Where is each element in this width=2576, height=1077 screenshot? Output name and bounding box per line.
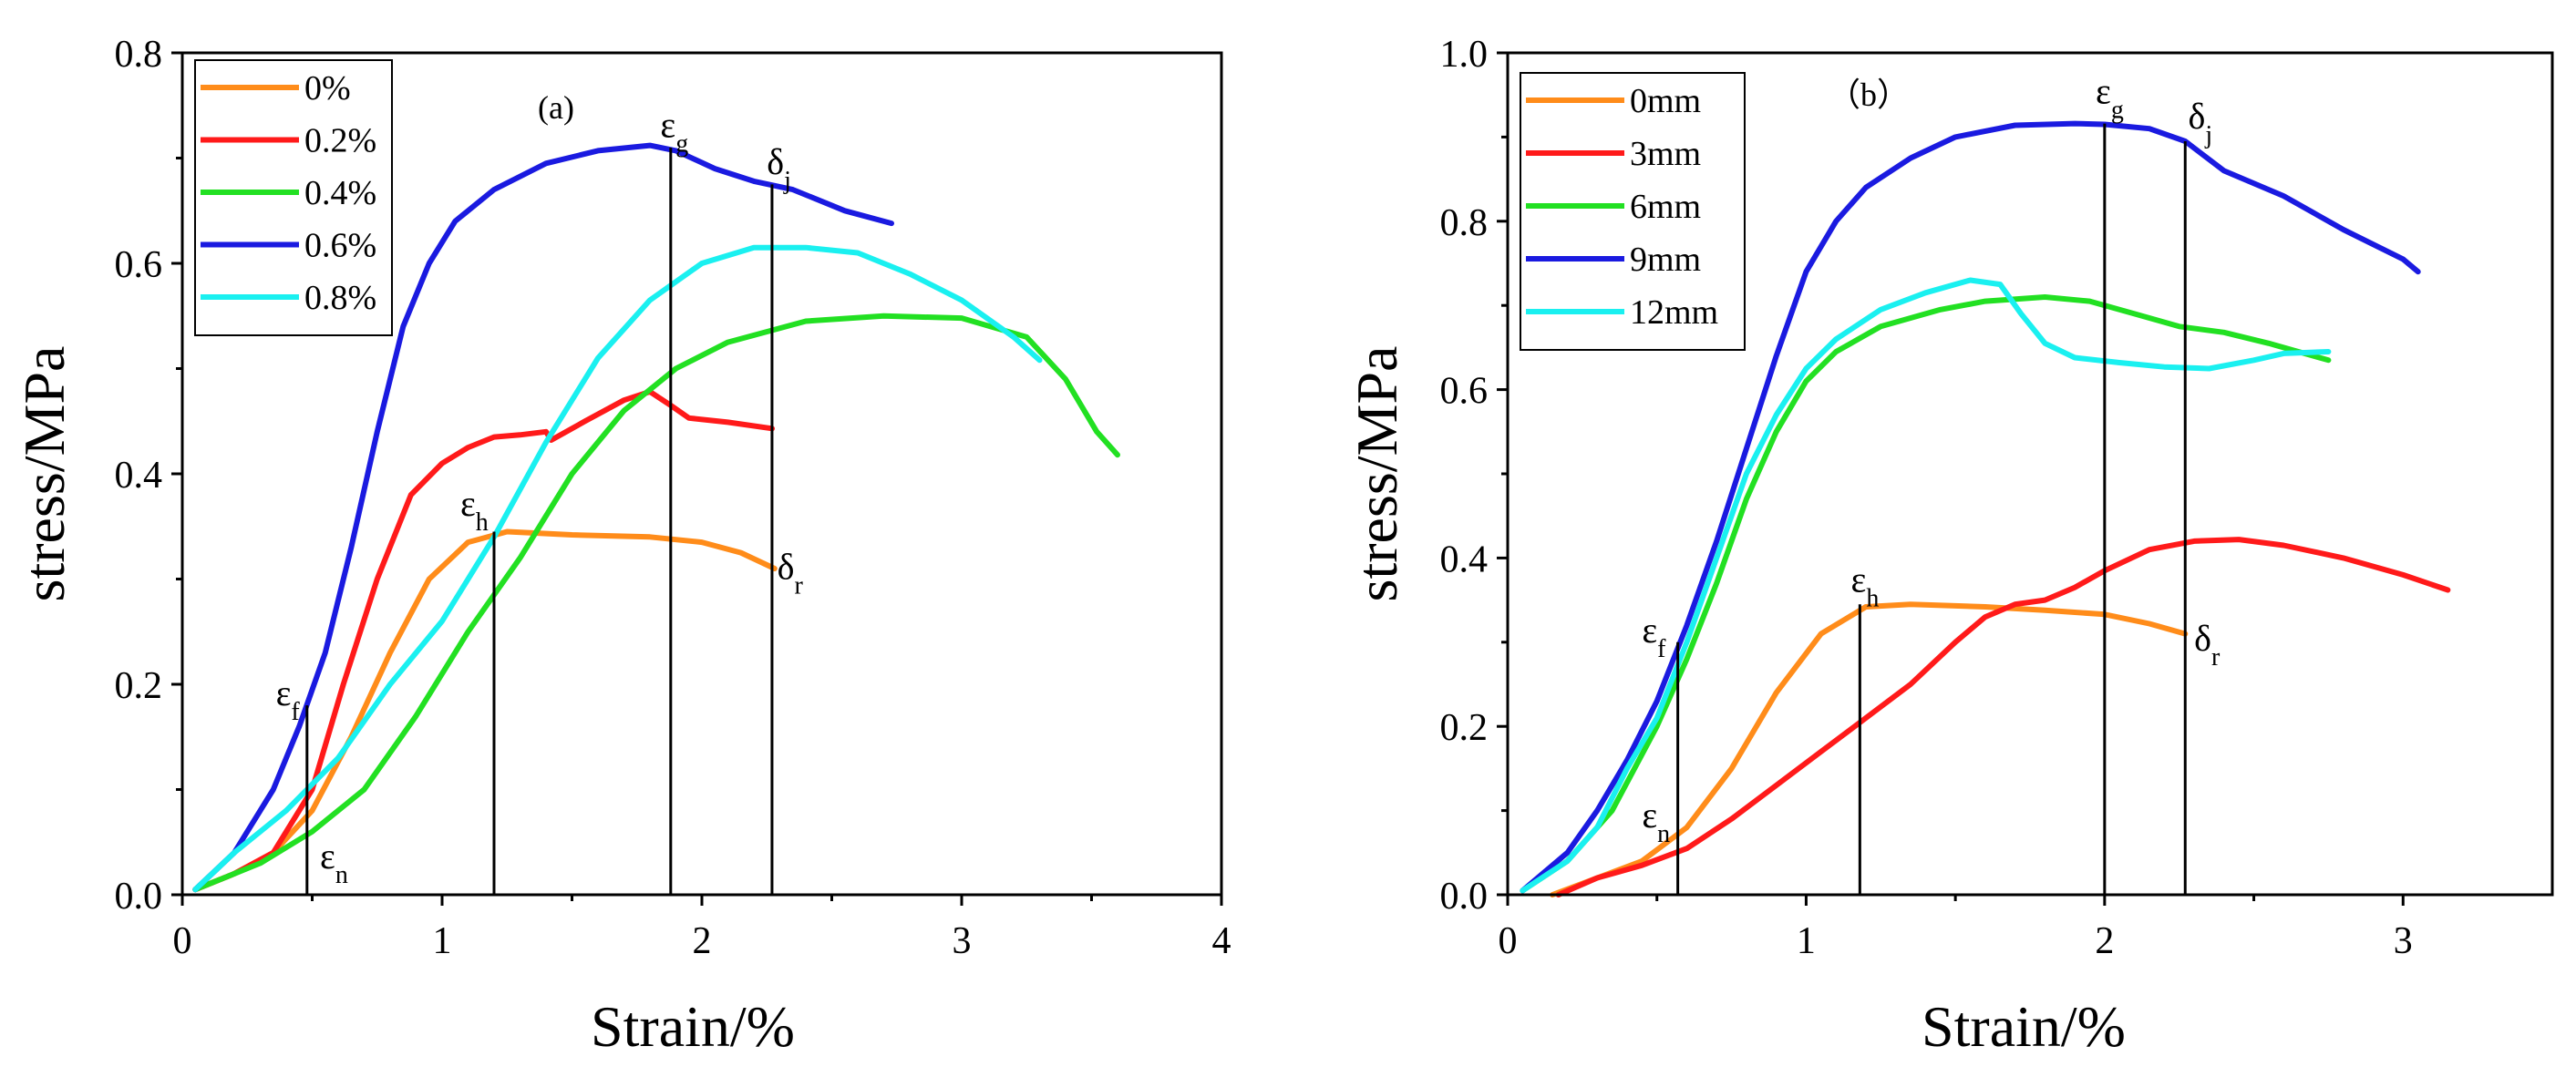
- panel-a-legend-label-1: 0.2%: [304, 122, 376, 160]
- panel-b-annotation-4: δj: [2189, 96, 2213, 149]
- panel-b-legend-box: [1520, 72, 1746, 351]
- panel-a-series-line-2: [192, 313, 1120, 893]
- panel-a-y-tick-label: 0.6: [115, 244, 163, 286]
- panel-b-annotation-2: εh: [1851, 559, 1880, 612]
- panel-b-legend-label-0: 0mm: [1630, 82, 1701, 120]
- panel-b-y-tick-label: 0.6: [1440, 371, 1489, 413]
- panel-b-y-tick-label: 0.8: [1440, 202, 1489, 244]
- panel-a-series-line-1: [192, 388, 775, 893]
- panel-b-y-tick-label: 0.0: [1440, 876, 1489, 918]
- panel-b-annotation-5: δr: [2194, 618, 2221, 672]
- panel-a-y-axis-title: stress/MPa: [12, 346, 77, 602]
- panel-a-legend-label-2: 0.4%: [304, 174, 376, 212]
- panel-b-legend-label-4: 12mm: [1630, 293, 1718, 332]
- panel-a-annotation-1: εn: [320, 836, 348, 889]
- panel-a-x-tick-label: 2: [693, 920, 712, 962]
- panel-b-x-tick-label: 3: [2394, 920, 2413, 962]
- panel-b-x-tick-label: 0: [1499, 920, 1518, 962]
- panel-b-legend-label-2: 6mm: [1630, 188, 1701, 226]
- panel-a-annotation-0: εf: [276, 672, 301, 726]
- panel-a-legend-label-3: 0.6%: [304, 227, 376, 265]
- panel-b-series-line-3: [1520, 120, 2421, 894]
- panel-a-x-tick-label: 0: [173, 920, 192, 962]
- panel-a-annotation-5: δr: [778, 547, 804, 600]
- panel-b-annotation-1: εn: [1642, 795, 1670, 848]
- panel-a-y-tick-label: 0.2: [115, 665, 163, 707]
- panel-b-y-axis-title: stress/MPa: [1345, 346, 1409, 602]
- panel-b-series-line-4: [1520, 277, 2332, 894]
- panel-b-series-line-1: [1555, 537, 2451, 898]
- panel-a-annotation-4: δj: [767, 141, 791, 195]
- panel-b-series-line-2: [1520, 294, 2332, 894]
- panel-b-annotation-3: εg: [2096, 70, 2124, 124]
- panel-a-x-axis-title: Strain/%: [591, 994, 795, 1059]
- panel-a-series-line-3: [192, 142, 894, 893]
- panel-a-series-line-4: [192, 244, 1043, 893]
- panel-b-x-axis-title: Strain/%: [1922, 994, 2126, 1059]
- panel-a-annotation-3: εg: [660, 104, 688, 158]
- panel-a-y-tick-label: 0.0: [115, 876, 163, 918]
- panel-a-chart: (a) Strain/% stress/MPa 0 1 2 3 4 0.0 0.2 0.4 0.…: [12, 34, 1231, 1059]
- panel-a-y-tick-label: 0.4: [115, 455, 163, 497]
- panel-a-y-tick-label: 0.8: [115, 34, 163, 76]
- panel-b-annotation-0: εf: [1642, 610, 1666, 663]
- panel-a-x-tick-label: 4: [1212, 920, 1231, 962]
- panel-a-x-tick-label: 3: [953, 920, 972, 962]
- panel-a-x-tick-label: 1: [433, 920, 452, 962]
- panel-b-series-line-0: [1550, 601, 2189, 898]
- panel-b-x-tick-label: 2: [2095, 920, 2114, 962]
- panel-a-legend-label-0: 0%: [304, 69, 351, 108]
- panel-b-chart: （b） Strain/% stress/MPa 0 1 2 3 0.0 0.2 0.4 0.6…: [1345, 34, 2554, 1059]
- panel-b-x-tick-label: 1: [1797, 920, 1816, 962]
- panel-a-legend-label-4: 0.8%: [304, 279, 376, 317]
- panel-b-y-tick-label: 0.4: [1440, 538, 1489, 580]
- panel-a-label: (a): [538, 89, 574, 126]
- panel-b-label: （b）: [1828, 77, 1910, 113]
- panel-b-legend-label-1: 3mm: [1630, 135, 1701, 173]
- panel-b-y-tick-label: 0.2: [1440, 707, 1489, 749]
- panel-a-annotation-2: εh: [460, 483, 489, 537]
- panel-a-legend-box: [194, 59, 393, 336]
- panel-b-legend-label-3: 9mm: [1630, 241, 1701, 279]
- panel-b-y-tick-label: 1.0: [1440, 34, 1489, 76]
